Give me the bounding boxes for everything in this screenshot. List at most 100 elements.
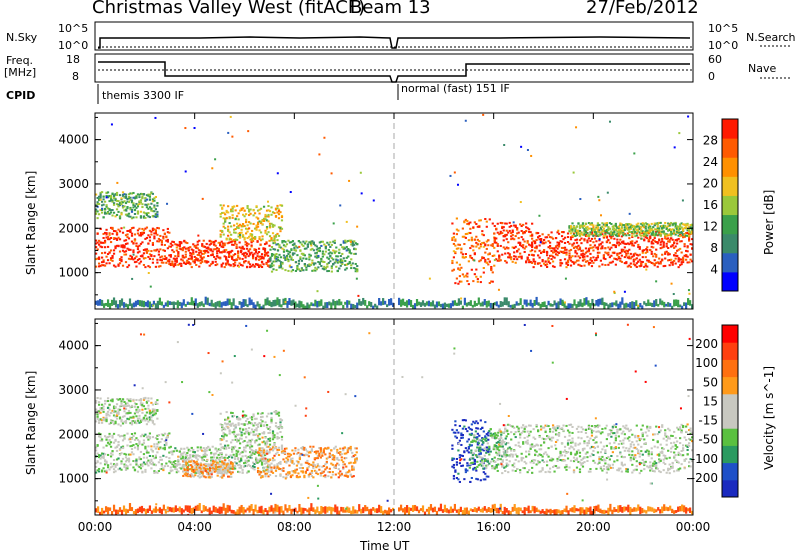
heatmap-cell [162, 467, 165, 470]
heatmap-cell [98, 298, 102, 306]
heatmap-cell [670, 258, 673, 261]
heatmap-cell [234, 511, 237, 515]
heatmap-cell [138, 414, 141, 417]
heatmap-cell [541, 241, 544, 244]
heatmap-cell [237, 464, 240, 467]
heatmap-cell [244, 254, 247, 257]
heatmap-cell [544, 236, 547, 239]
heatmap-cell [240, 251, 243, 254]
heatmap-cell [314, 269, 317, 272]
heatmap-cell [453, 171, 456, 174]
heatmap-cell [608, 120, 611, 123]
heatmap-cell [342, 507, 345, 513]
heatmap-cell [632, 258, 635, 261]
heatmap-cell [103, 246, 107, 249]
heatmap-cell [586, 255, 589, 258]
heatmap-cell [248, 248, 252, 251]
heatmap-cell [157, 461, 160, 464]
heatmap-cell [312, 507, 315, 512]
heatmap-cell [273, 257, 277, 260]
heatmap-cell [345, 220, 348, 223]
heatmap-cell [171, 260, 174, 263]
heatmap-cell [123, 410, 126, 413]
heatmap-cell [302, 507, 305, 514]
heatmap-cell [96, 415, 99, 418]
heatmap-cell [668, 264, 671, 267]
heatmap-cell [117, 468, 120, 471]
heatmap-cell [560, 246, 564, 249]
heatmap-cell [269, 264, 272, 267]
heatmap-cell [153, 206, 156, 209]
heatmap-cell [256, 423, 260, 426]
heatmap-cell [109, 249, 113, 252]
heatmap-cell [628, 228, 631, 231]
heatmap-cell [290, 300, 293, 306]
colorbar-tick-label: 20 [703, 177, 718, 191]
heatmap-cell [665, 226, 668, 229]
heatmap-cell [645, 302, 648, 307]
heatmap-cell [120, 203, 123, 206]
heatmap-cell [127, 412, 131, 415]
nsky-right-tick-high: 10^5 [708, 22, 739, 35]
heatmap-cell [641, 251, 644, 254]
heatmap-cell [255, 439, 258, 442]
heatmap-cell [641, 230, 644, 233]
heatmap-cell [463, 256, 466, 259]
heatmap-cell [619, 230, 622, 233]
heatmap-cell [349, 240, 352, 243]
heatmap-cell [254, 504, 257, 512]
heatmap-cell [605, 230, 608, 233]
heatmap-cell [632, 230, 635, 233]
heatmap-cell [610, 254, 613, 257]
heatmap-cell [572, 227, 576, 230]
heatmap-cell [599, 259, 603, 262]
heatmap-cell [248, 266, 252, 269]
heatmap-cell [130, 232, 134, 235]
heatmap-cell [476, 225, 479, 228]
heatmap-cell [97, 432, 101, 435]
heatmap-cell [284, 256, 287, 259]
heatmap-cell [299, 256, 302, 259]
heatmap-cell [135, 216, 138, 219]
heatmap-cell [493, 239, 496, 242]
heatmap-cell [153, 463, 156, 466]
heatmap-cell [599, 298, 602, 305]
heatmap-cell [668, 233, 671, 236]
heatmap-cell [347, 255, 350, 258]
heatmap-cell [598, 238, 601, 241]
heatmap-cell [202, 252, 205, 255]
heatmap-cell [129, 445, 132, 448]
heatmap-cell [589, 247, 592, 250]
heatmap-cell [282, 244, 286, 247]
heatmap-cell [258, 235, 261, 238]
heatmap-cell [256, 461, 259, 464]
heatmap-cell [314, 252, 317, 255]
freq-tick-low: 8 [72, 70, 79, 83]
heatmap-cell [587, 263, 591, 266]
heatmap-cell [250, 416, 254, 419]
heatmap-cell [356, 302, 359, 309]
heatmap-cell [102, 241, 105, 244]
heatmap-cell [247, 432, 251, 435]
heatmap-cell [102, 408, 105, 411]
heatmap-cell [252, 434, 255, 437]
heatmap-cell [258, 433, 261, 436]
heatmap-cell [96, 460, 99, 463]
heatmap-cell [154, 249, 157, 252]
heatmap-cell [130, 192, 134, 195]
heatmap-cell [607, 263, 610, 266]
heatmap-cell [129, 416, 132, 419]
heatmap-cell [227, 427, 230, 430]
heatmap-cell [561, 299, 564, 307]
heatmap-cell [181, 464, 184, 467]
heatmap-cell [688, 238, 691, 241]
heatmap-cell [233, 205, 236, 208]
heatmap-cell [557, 509, 560, 514]
heatmap-cell [96, 300, 100, 306]
heatmap-cell [202, 504, 205, 512]
heatmap-cell [115, 458, 119, 461]
heatmap-cell [308, 253, 311, 256]
heatmap-cell [550, 236, 553, 239]
heatmap-cell [228, 423, 231, 426]
heatmap-cell [338, 260, 341, 263]
